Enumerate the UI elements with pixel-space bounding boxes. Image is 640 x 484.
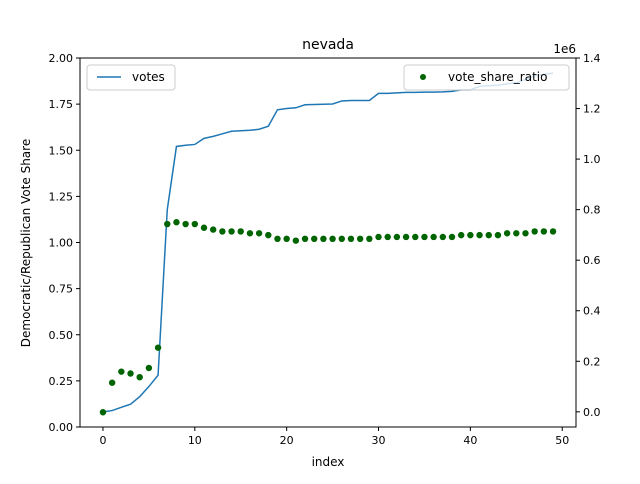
legend-votes-box (86, 64, 176, 91)
scatter-point (164, 220, 171, 228)
y-right-tick-label: 0.4 (583, 305, 601, 318)
scatter-point (421, 233, 428, 241)
scatter-point (503, 230, 511, 237)
scatter-point (118, 368, 125, 375)
y-left-tick-label: 0.25 (49, 375, 74, 388)
x-tick-label: 10 (188, 434, 202, 447)
scatter-point (108, 379, 116, 386)
legend-vote-share-ratio-swatch (420, 74, 426, 80)
scatter-point (448, 233, 456, 241)
scatter-point (329, 235, 336, 243)
y-right-tick-label: 0.0 (583, 406, 601, 419)
scatter-point (200, 224, 208, 231)
scatter-point (540, 228, 548, 235)
scatter-point (439, 233, 447, 241)
x-tick-label: 40 (463, 434, 477, 447)
scatter-point (265, 231, 272, 239)
scatter-point (522, 230, 529, 237)
y-left-ticks: 0.00 0.25 0.50 0.75 1.00 1.25 1.50 1.75 2.00 (49, 52, 80, 434)
scatter-point (384, 233, 391, 241)
scatter-point (485, 231, 492, 239)
legend-vote-share-ratio-label: vote_share_ratio (448, 70, 547, 84)
scatter-point (393, 233, 401, 241)
x-tick-label: 50 (555, 434, 569, 447)
y-right-tick-label: 1.0 (583, 153, 601, 166)
scatter-point (402, 233, 410, 241)
scatter-point (430, 233, 437, 241)
scatter-point (292, 237, 300, 244)
y-axis-left-label: Democratic/Republican Vote Share (19, 139, 33, 347)
scatter-point (182, 220, 189, 228)
x-tick-label: 20 (280, 434, 294, 447)
legend-vote-share-ratio: vote_share_ratio (403, 64, 570, 91)
scatter-point (228, 228, 235, 235)
plot-frame (79, 57, 577, 428)
scatter-point (476, 231, 483, 239)
scatter-point (457, 231, 465, 239)
y-left-tick-label: 0.00 (49, 421, 74, 434)
y-left-tick-label: 2.00 (49, 52, 74, 65)
y-left-tick-label: 1.00 (49, 237, 74, 250)
scatter-point (366, 235, 373, 243)
y-left-tick-label: 1.50 (49, 144, 74, 157)
y-left-tick-label: 0.50 (49, 329, 74, 342)
scatter-point (549, 228, 557, 235)
scatter-point (154, 344, 162, 351)
scatter-point (127, 370, 134, 377)
scatter-point (338, 235, 345, 243)
scatter-point (209, 226, 217, 233)
scatter-point (255, 230, 263, 237)
x-tick-label: 0 (99, 434, 106, 447)
scatter-point (136, 373, 143, 381)
x-tick-label: 30 (372, 434, 386, 447)
scatter-point (191, 220, 199, 228)
x-ticks: 0 10 20 30 40 50 (99, 427, 569, 447)
scatter-point (513, 230, 520, 237)
legend-votes: votes (86, 64, 176, 91)
scatter-point (494, 231, 502, 239)
y-right-tick-label: 0.8 (583, 204, 601, 217)
y-axis-right-offset-label: 1e6 (553, 42, 576, 56)
scatter-point (99, 409, 107, 416)
y-right-tick-label: 1.4 (583, 52, 601, 65)
y-left-tick-label: 1.25 (49, 190, 74, 203)
y-right-tick-label: 0.2 (583, 355, 601, 368)
y-right-tick-label: 0.6 (583, 254, 601, 267)
scatter-point (467, 231, 474, 239)
scatter-point (283, 235, 290, 243)
scatter-point (145, 364, 153, 372)
scatter-point (246, 230, 254, 237)
y-right-tick-label: 1.2 (583, 103, 601, 116)
scatter-point (347, 235, 355, 243)
scatter-point (237, 228, 244, 235)
scatter-point (356, 235, 364, 243)
scatter-point (412, 233, 419, 241)
y-left-tick-label: 1.75 (49, 98, 74, 111)
scatter-point (531, 228, 538, 235)
legend-vote-share-ratio-box (403, 64, 570, 91)
legend-votes-label: votes (132, 70, 165, 84)
chart-title: nevada (302, 37, 354, 53)
scatter-point (320, 235, 327, 243)
scatter-point (311, 235, 318, 243)
scatter-point (173, 219, 180, 226)
scatter-point (274, 235, 281, 243)
scatter-point (301, 235, 309, 243)
scatter-point (219, 228, 226, 235)
scatter-point (375, 233, 382, 241)
y-right-ticks: 0.0 0.2 0.4 0.6 0.8 1.0 1.2 1.4 (576, 52, 601, 419)
y-left-tick-label: 0.75 (49, 283, 74, 296)
x-axis-label: index (312, 455, 345, 469)
